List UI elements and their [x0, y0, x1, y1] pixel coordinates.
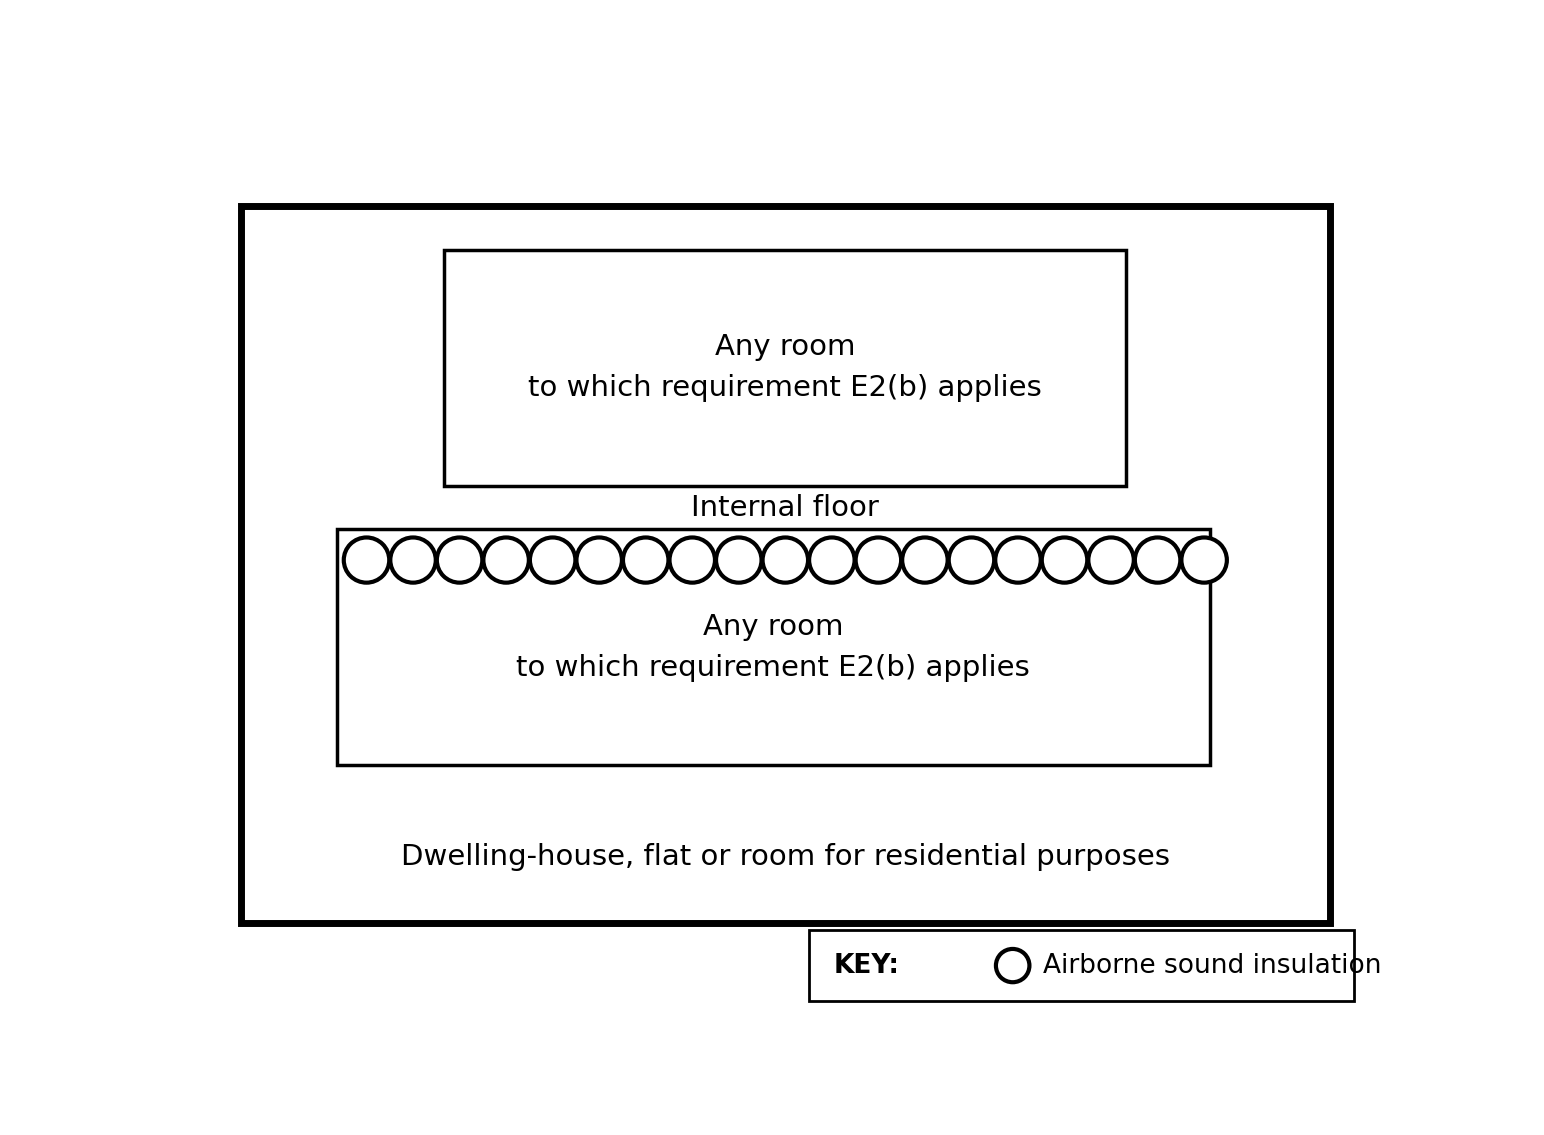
- Ellipse shape: [763, 538, 808, 582]
- FancyBboxPatch shape: [241, 207, 1329, 923]
- Text: Any room
to which requirement E2(b) applies: Any room to which requirement E2(b) appl…: [528, 334, 1042, 403]
- Ellipse shape: [670, 538, 715, 582]
- Ellipse shape: [902, 538, 948, 582]
- Ellipse shape: [530, 538, 576, 582]
- Ellipse shape: [996, 949, 1030, 982]
- Ellipse shape: [437, 538, 482, 582]
- Ellipse shape: [1042, 538, 1087, 582]
- FancyBboxPatch shape: [445, 250, 1127, 486]
- Ellipse shape: [1089, 538, 1133, 582]
- Ellipse shape: [1135, 538, 1180, 582]
- Ellipse shape: [716, 538, 761, 582]
- Text: KEY:: KEY:: [834, 952, 899, 978]
- Ellipse shape: [344, 538, 389, 582]
- FancyBboxPatch shape: [337, 529, 1210, 765]
- Ellipse shape: [576, 538, 622, 582]
- Ellipse shape: [391, 538, 435, 582]
- Text: Any room
to which requirement E2(b) applies: Any room to which requirement E2(b) appl…: [517, 613, 1030, 682]
- Text: Airborne sound insulation: Airborne sound insulation: [1042, 952, 1380, 978]
- Ellipse shape: [948, 538, 994, 582]
- Ellipse shape: [996, 538, 1041, 582]
- Ellipse shape: [855, 538, 902, 582]
- FancyBboxPatch shape: [809, 930, 1354, 1001]
- Ellipse shape: [483, 538, 530, 582]
- Text: Internal floor: Internal floor: [692, 494, 879, 522]
- Ellipse shape: [809, 538, 854, 582]
- Text: Dwelling-house, flat or room for residential purposes: Dwelling-house, flat or room for residen…: [401, 843, 1170, 872]
- Ellipse shape: [622, 538, 669, 582]
- Ellipse shape: [1181, 538, 1227, 582]
